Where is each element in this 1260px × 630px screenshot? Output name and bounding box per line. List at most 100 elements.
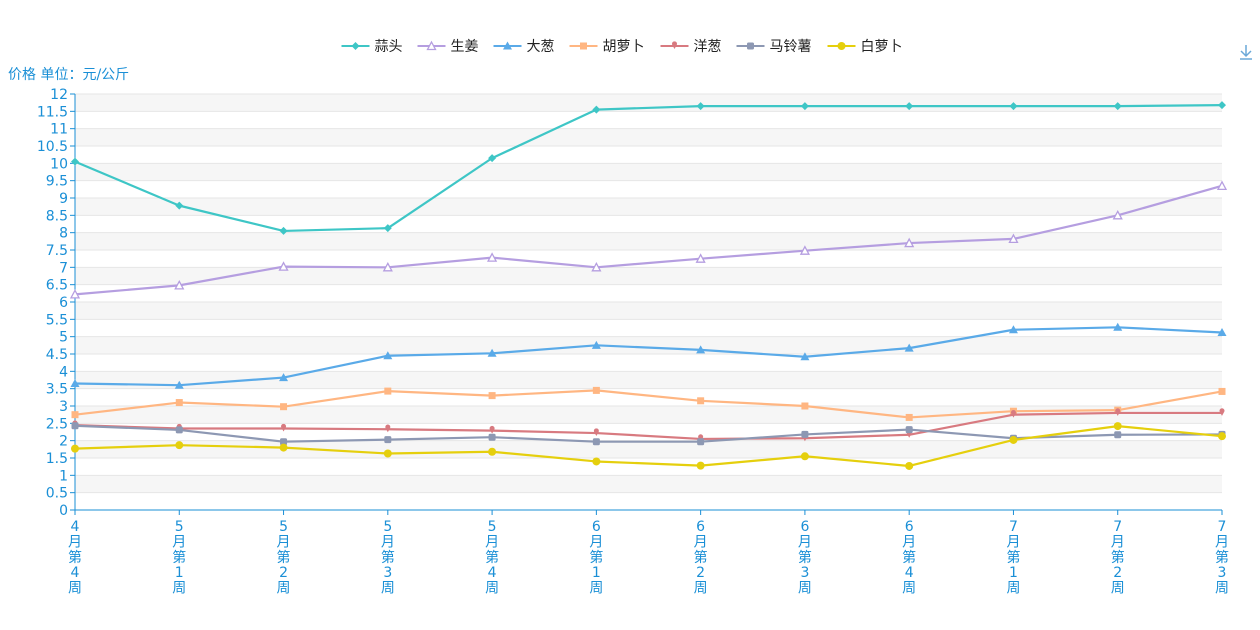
series-line[interactable]: [74, 411, 1222, 441]
data-point[interactable]: [383, 449, 392, 458]
data-point[interactable]: [697, 397, 705, 405]
legend-item[interactable]: 胡萝卜: [569, 39, 645, 55]
data-point[interactable]: [800, 102, 809, 111]
data-point[interactable]: [488, 154, 497, 163]
data-point[interactable]: [71, 444, 79, 453]
data-point[interactable]: [1009, 102, 1018, 111]
series-line[interactable]: [74, 103, 1223, 233]
y-tick-label: 1: [59, 468, 68, 484]
data-point[interactable]: [1218, 432, 1226, 441]
data-point[interactable]: [905, 426, 913, 434]
data-point[interactable]: [278, 261, 289, 271]
data-point[interactable]: [1113, 322, 1123, 331]
data-point[interactable]: [1217, 328, 1227, 337]
data-point[interactable]: [904, 237, 915, 248]
legend-item[interactable]: 生姜: [417, 39, 479, 55]
data-point[interactable]: [698, 434, 704, 442]
data-point[interactable]: [592, 438, 600, 446]
data-point[interactable]: [592, 105, 601, 114]
data-point[interactable]: [592, 457, 601, 466]
data-point[interactable]: [487, 252, 498, 262]
data-point[interactable]: [175, 426, 183, 434]
data-point[interactable]: [1112, 209, 1123, 220]
data-point[interactable]: [591, 340, 601, 349]
data-point[interactable]: [385, 424, 391, 433]
data-point[interactable]: [696, 461, 705, 470]
data-point[interactable]: [1008, 233, 1019, 244]
data-point[interactable]: [1113, 102, 1122, 111]
legend-item[interactable]: 白萝卜: [827, 39, 903, 55]
data-point[interactable]: [1218, 387, 1226, 395]
series-line[interactable]: [74, 389, 1223, 419]
y-tick-label: 6: [59, 295, 68, 311]
download-icon[interactable]: [1240, 45, 1252, 60]
series-layer: [69, 101, 1228, 470]
data-point[interactable]: [70, 378, 80, 387]
series-line[interactable]: [74, 425, 1223, 468]
data-point[interactable]: [800, 452, 809, 461]
data-point[interactable]: [175, 399, 183, 407]
legend-item[interactable]: 蒜头: [341, 39, 403, 55]
data-point[interactable]: [71, 157, 79, 166]
data-point[interactable]: [1216, 180, 1228, 191]
data-point[interactable]: [279, 443, 288, 452]
data-point[interactable]: [592, 386, 600, 394]
data-point[interactable]: [696, 345, 706, 354]
y-tick-label: 12: [50, 87, 68, 103]
data-point[interactable]: [69, 288, 81, 299]
data-point[interactable]: [801, 430, 809, 438]
data-point[interactable]: [280, 403, 288, 411]
data-point[interactable]: [800, 352, 810, 361]
data-point[interactable]: [905, 413, 913, 421]
data-point[interactable]: [488, 392, 496, 400]
data-point[interactable]: [1008, 325, 1018, 334]
legend-item[interactable]: 洋葱: [660, 39, 722, 55]
series-2: [69, 180, 1228, 299]
data-point[interactable]: [1010, 409, 1016, 418]
data-point[interactable]: [697, 438, 705, 446]
series-line[interactable]: [74, 184, 1223, 296]
data-point[interactable]: [1219, 408, 1225, 416]
data-point[interactable]: [175, 441, 184, 450]
data-point[interactable]: [383, 224, 392, 233]
data-point[interactable]: [904, 343, 914, 352]
y-tick-label: 9.5: [46, 174, 68, 190]
legend-item[interactable]: 马铃薯: [736, 39, 812, 55]
y-tick-label: 11: [50, 122, 68, 138]
data-point[interactable]: [905, 461, 914, 470]
axis-layer: 00.511.522.533.544.555.566.577.588.599.5…: [37, 87, 1229, 597]
data-point[interactable]: [174, 279, 185, 290]
data-point[interactable]: [489, 425, 495, 434]
data-point[interactable]: [384, 387, 392, 395]
data-point[interactable]: [71, 422, 79, 430]
data-point[interactable]: [382, 261, 393, 272]
data-point[interactable]: [799, 245, 810, 255]
series-line[interactable]: [74, 326, 1223, 387]
data-point[interactable]: [279, 373, 289, 382]
data-point[interactable]: [1115, 408, 1121, 416]
data-point[interactable]: [695, 253, 706, 263]
data-point[interactable]: [174, 380, 184, 389]
data-point[interactable]: [1113, 422, 1122, 431]
data-point[interactable]: [1114, 431, 1122, 439]
data-point[interactable]: [905, 102, 914, 111]
grid-band: [75, 163, 1222, 181]
data-point[interactable]: [696, 102, 705, 111]
data-point[interactable]: [279, 226, 288, 235]
data-point[interactable]: [1218, 101, 1226, 110]
data-point[interactable]: [593, 428, 599, 437]
data-point[interactable]: [1009, 435, 1018, 444]
data-point[interactable]: [487, 348, 497, 357]
data-point[interactable]: [591, 261, 602, 272]
data-point[interactable]: [281, 423, 287, 432]
data-point[interactable]: [280, 438, 288, 446]
data-point[interactable]: [383, 351, 393, 360]
data-point[interactable]: [801, 402, 809, 410]
data-point[interactable]: [384, 436, 392, 444]
legend-item[interactable]: 大葱: [493, 39, 555, 55]
data-point[interactable]: [488, 447, 497, 456]
data-point[interactable]: [175, 201, 184, 210]
data-point[interactable]: [71, 411, 79, 419]
data-point[interactable]: [488, 433, 496, 441]
